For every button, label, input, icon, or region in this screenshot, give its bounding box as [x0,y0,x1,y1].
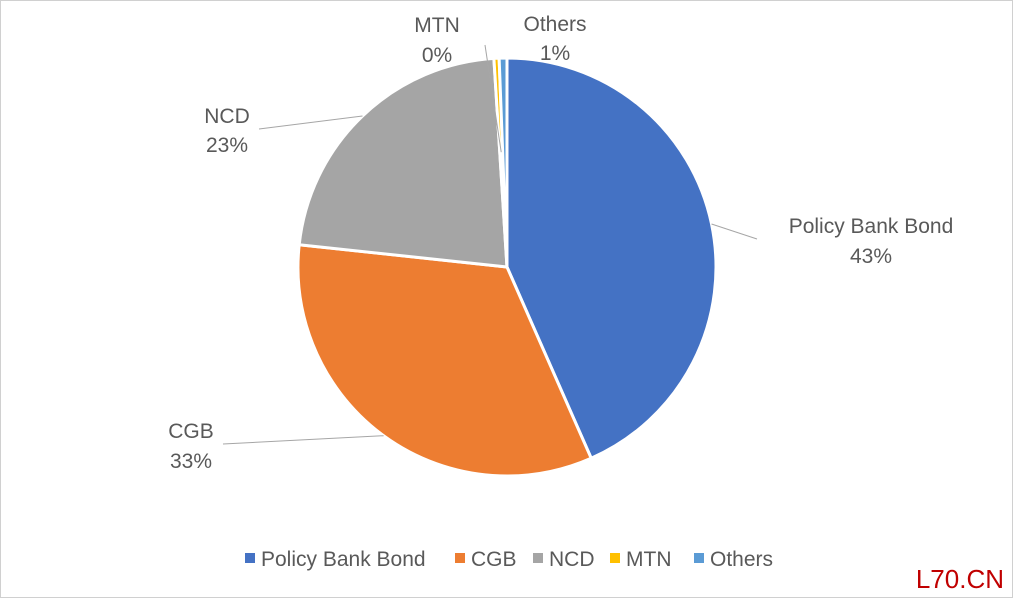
legend-item-ncd: NCD [533,548,595,571]
leader-line-ncd [258,115,363,130]
data-label-category-others: Others [523,13,586,36]
legend-swatch-policy-bank-bond [245,553,255,563]
legend-label-cgb: CGB [471,548,517,571]
data-label-percent-cgb: 33% [170,450,212,473]
legend-label-others: Others [710,548,773,571]
data-label-category-mtn: MTN [414,14,460,37]
watermark: L70.CN [915,564,1004,594]
leader-lines [222,44,758,445]
data-label-category-ncd: NCD [204,105,250,128]
legend-item-cgb: CGB [455,548,517,571]
legend-label-ncd: NCD [549,548,595,571]
pie-slices [296,56,718,478]
pie-slice-others [497,56,509,269]
leader-line-policy-bank-bond [711,223,758,240]
data-label-percent-others: 1% [540,42,570,65]
pie-slice-cgb [296,243,593,478]
data-label-percent-policy-bank-bond: 43% [850,245,892,268]
data-labels: Policy Bank Bond 43% CGB 33% NCD 23% MTN 0% Othe… [168,13,953,473]
legend-label-policy-bank-bond: Policy Bank Bond [261,548,426,571]
legend-item-others: Others [694,548,773,571]
legend-swatch-mtn [610,553,620,563]
leader-line-cgb [222,435,384,445]
data-label-category-policy-bank-bond: Policy Bank Bond [789,215,954,238]
data-label-percent-ncd: 23% [206,134,248,157]
legend-item-policy-bank-bond: Policy Bank Bond [245,548,426,571]
pie-slice-policy-bank-bond [505,56,718,460]
data-label-percent-mtn: 0% [422,44,452,67]
pie-slice-ncd [297,56,509,269]
legend-swatch-cgb [455,553,465,563]
leader-line-mtn [484,44,502,153]
legend-swatch-others [694,553,704,563]
data-label-category-cgb: CGB [168,420,214,443]
legend-label-mtn: MTN [626,548,672,571]
legend-item-mtn: MTN [610,548,672,571]
legend: Policy Bank Bond CGB NCD MTN Others [245,548,773,571]
legend-swatch-ncd [533,553,543,563]
